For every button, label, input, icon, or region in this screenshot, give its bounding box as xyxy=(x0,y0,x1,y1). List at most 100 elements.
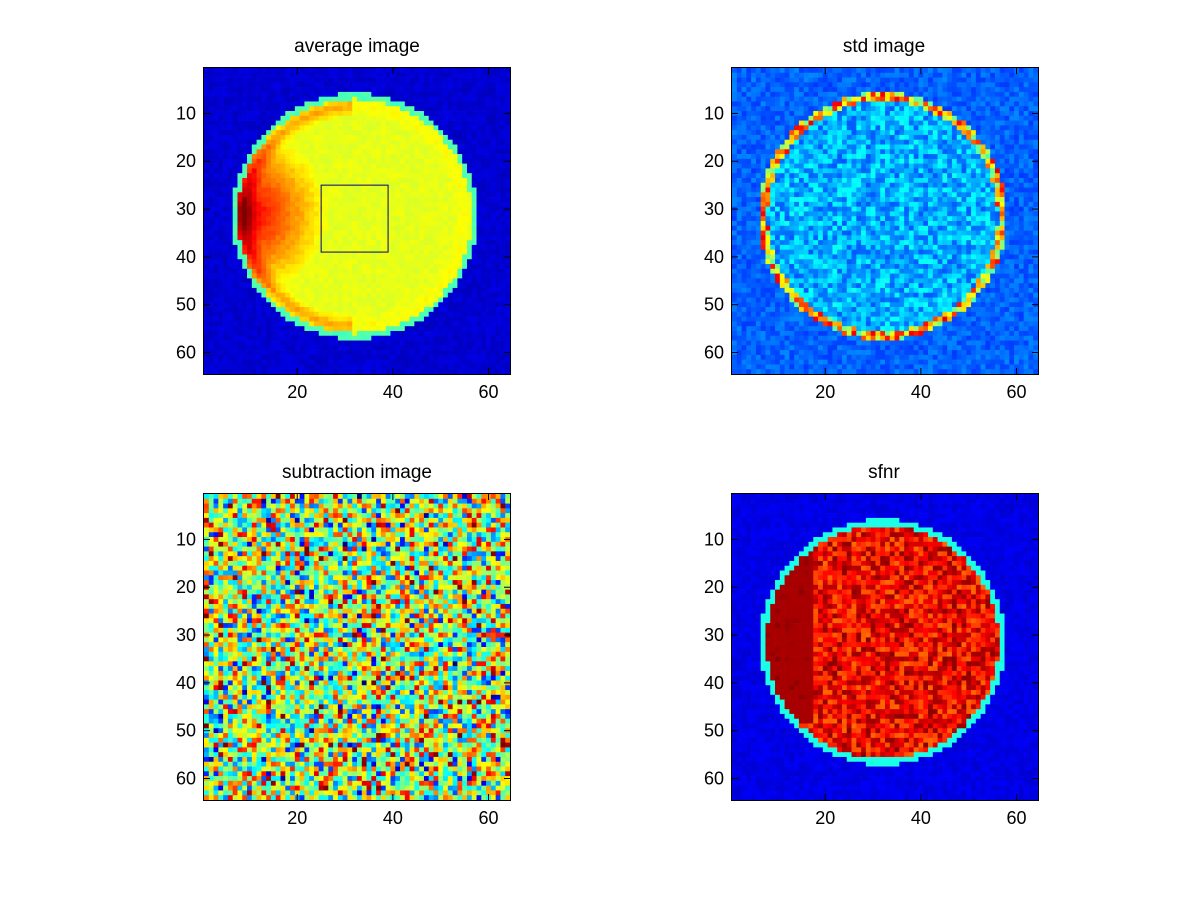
heatmap-cell xyxy=(961,111,967,117)
heatmap-cell xyxy=(309,340,315,346)
heatmap-cell xyxy=(299,158,305,164)
heatmap-cell xyxy=(452,120,458,126)
heatmap-cell xyxy=(856,101,862,107)
heatmap-cell xyxy=(846,96,852,102)
heatmap-cell xyxy=(505,230,511,236)
heatmap-cell xyxy=(261,101,267,107)
heatmap-cell xyxy=(770,68,776,74)
heatmap-cell xyxy=(500,307,506,313)
heatmap-cell xyxy=(827,77,833,83)
heatmap-cell xyxy=(237,364,243,370)
heatmap-cell xyxy=(313,68,320,74)
heatmap-cell xyxy=(361,177,367,184)
heatmap-cell xyxy=(414,101,420,107)
heatmap-cell xyxy=(309,87,315,93)
heatmap-cell xyxy=(237,182,243,188)
heatmap-cell xyxy=(414,96,420,102)
heatmap-cell xyxy=(280,249,286,255)
heatmap-cell xyxy=(462,278,468,284)
heatmap-cell xyxy=(822,111,828,117)
heatmap-cell xyxy=(476,111,482,117)
heatmap-cell xyxy=(337,307,344,313)
heatmap-cell xyxy=(208,283,214,289)
heatmap-cell xyxy=(328,206,334,212)
heatmap-cell xyxy=(966,68,972,74)
heatmap-cell xyxy=(299,197,305,203)
heatmap-cell xyxy=(414,359,420,365)
heatmap-cell xyxy=(280,345,286,351)
heatmap-cell xyxy=(347,158,353,164)
heatmap-cell xyxy=(290,292,296,298)
heatmap-cell xyxy=(471,354,477,361)
heatmap-cell xyxy=(227,206,234,212)
heatmap-cell xyxy=(333,292,339,298)
heatmap-cell xyxy=(280,158,286,164)
heatmap-cell xyxy=(304,158,310,164)
heatmap-cell xyxy=(837,115,843,121)
heatmap-cell xyxy=(251,335,257,341)
heatmap-cell xyxy=(333,364,339,370)
heatmap-cell xyxy=(294,144,300,150)
heatmap-cell xyxy=(971,77,977,83)
heatmap-cell xyxy=(204,307,210,313)
heatmap-cell xyxy=(961,72,967,78)
heatmap-cell xyxy=(333,111,339,117)
heatmap-cell xyxy=(371,287,377,294)
heatmap-cell xyxy=(481,134,487,141)
heatmap-cell xyxy=(400,163,406,169)
heatmap-cell xyxy=(419,149,425,155)
heatmap-cell xyxy=(870,68,876,74)
heatmap-cell xyxy=(423,197,430,203)
heatmap-cell xyxy=(232,111,238,117)
heatmap-cell xyxy=(285,201,291,208)
heatmap-cell xyxy=(1023,82,1029,88)
heatmap-cell xyxy=(261,230,267,236)
heatmap-cell xyxy=(323,283,329,289)
heatmap-cell xyxy=(371,326,377,332)
heatmap-cell xyxy=(218,134,224,141)
heatmap-cell xyxy=(452,244,458,251)
heatmap-cell xyxy=(333,273,339,279)
heatmap-cell xyxy=(390,111,396,117)
heatmap-cell xyxy=(237,201,243,208)
heatmap-cell xyxy=(495,364,501,370)
heatmap-cell xyxy=(794,115,800,121)
heatmap-cell xyxy=(894,77,900,83)
heatmap-cell xyxy=(232,211,238,217)
heatmap-cell xyxy=(270,287,277,294)
heatmap-cell xyxy=(452,168,458,174)
heatmap-cell xyxy=(390,225,396,231)
heatmap-cell xyxy=(495,292,501,298)
heatmap-cell xyxy=(1023,68,1029,74)
heatmap-cell xyxy=(294,302,300,308)
heatmap-cell xyxy=(400,254,406,260)
heatmap-cell xyxy=(500,225,506,231)
heatmap-cell xyxy=(928,106,934,112)
heatmap-cell xyxy=(208,369,214,375)
heatmap-cell xyxy=(476,106,482,112)
heatmap-cell xyxy=(328,326,334,332)
heatmap-cell xyxy=(875,111,881,117)
heatmap-cell xyxy=(366,335,372,341)
heatmap-cell xyxy=(256,326,262,332)
heatmap-cell xyxy=(490,311,497,317)
heatmap-cell xyxy=(223,292,229,298)
heatmap-cell xyxy=(505,197,511,203)
heatmap-cell xyxy=(304,244,310,251)
heatmap-cell xyxy=(409,177,415,184)
heatmap-cell xyxy=(956,120,962,126)
heatmap-cell xyxy=(213,144,219,150)
heatmap-cell xyxy=(380,139,387,145)
axes-frame xyxy=(203,67,511,375)
heatmap-cell xyxy=(495,120,501,126)
heatmap-cell xyxy=(266,259,272,265)
heatmap-cell xyxy=(500,120,506,126)
heatmap-cell xyxy=(256,101,262,107)
heatmap-cell xyxy=(947,120,953,126)
heatmap-cell xyxy=(505,244,511,251)
heatmap-cell xyxy=(242,120,248,126)
heatmap-cell xyxy=(481,125,487,131)
heatmap-cell xyxy=(376,340,382,346)
heatmap-cell xyxy=(237,326,243,332)
heatmap-cell xyxy=(746,96,752,102)
